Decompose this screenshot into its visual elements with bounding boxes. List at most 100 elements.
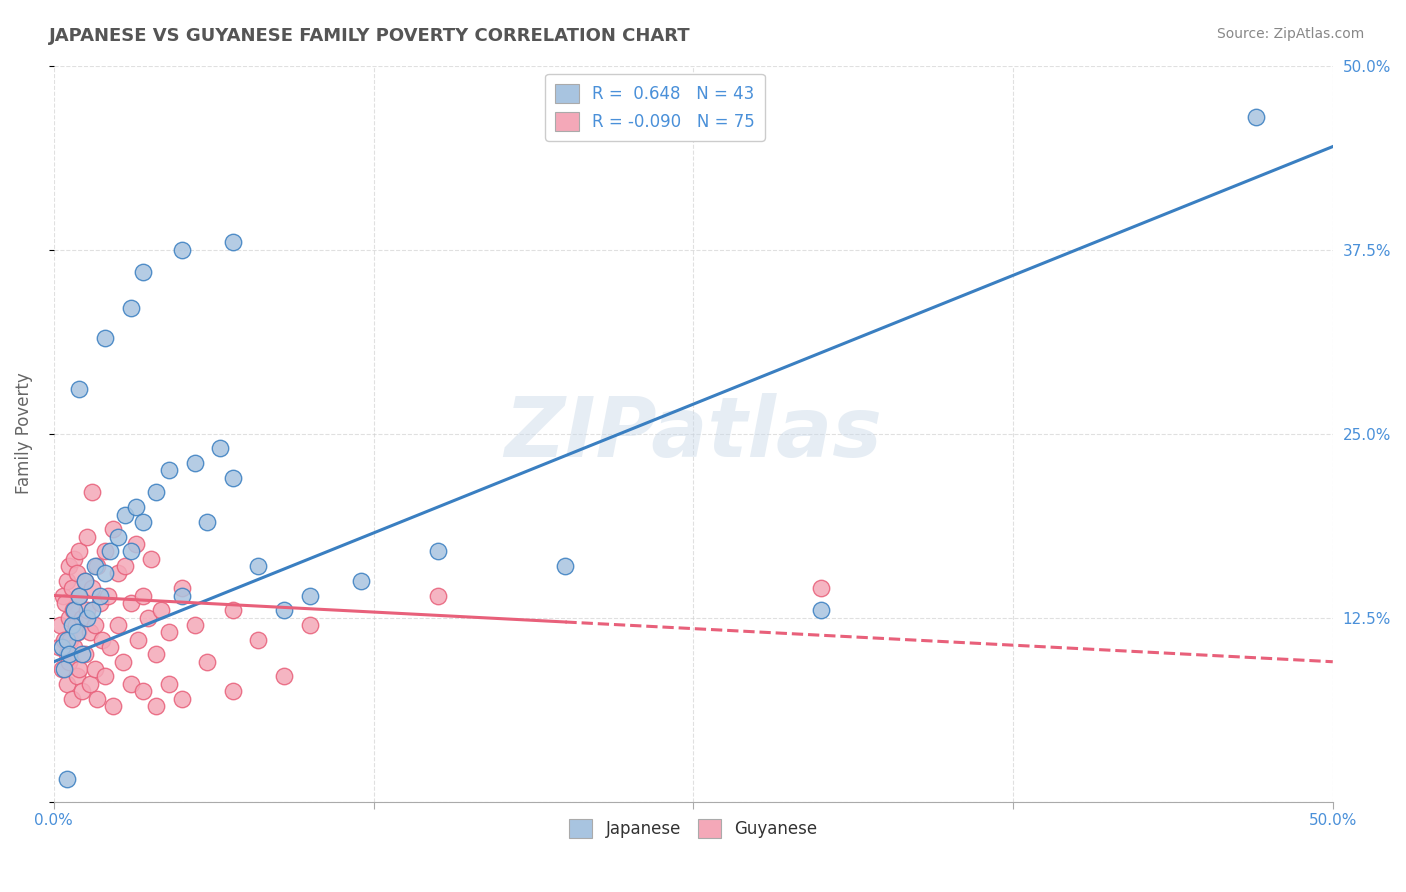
Point [554,559,576,574]
Point [247,632,270,647]
Text: ZIPatlas: ZIPatlas [505,393,882,474]
Point [70,648,93,662]
Point [94,566,117,581]
Point [70,684,93,698]
Point [62,603,84,617]
Point [157,463,180,477]
Point [145,698,167,713]
Point [63,603,86,617]
Point [157,625,180,640]
Point [120,544,142,558]
Point [111,655,134,669]
Point [67,544,90,558]
Point [76,610,98,624]
Point [101,698,124,713]
Point [209,442,232,456]
Point [139,551,162,566]
Point [53,632,76,647]
Point [145,485,167,500]
Point [55,574,77,588]
Point [273,603,295,617]
Point [810,581,832,595]
Point [83,662,105,676]
Point [53,662,76,676]
Point [132,589,155,603]
Point [82,485,104,500]
Point [53,596,76,610]
Point [157,677,180,691]
Point [86,691,108,706]
Point [125,537,148,551]
Point [58,648,80,662]
Point [70,610,93,624]
Point [49,618,72,632]
Point [67,589,90,603]
Point [138,610,160,624]
Legend: Japanese, Guyanese: Japanese, Guyanese [562,813,824,845]
Point [67,589,90,603]
Point [426,544,449,558]
Point [58,559,80,574]
Point [83,559,105,574]
Point [60,581,83,595]
Point [195,655,218,669]
Point [810,603,832,617]
Point [86,559,108,574]
Point [51,662,73,676]
Point [170,581,193,595]
Point [298,589,321,603]
Point [107,530,129,544]
Point [350,574,373,588]
Point [52,589,75,603]
Point [58,655,80,669]
Point [94,544,117,558]
Point [66,566,89,581]
Point [59,632,82,647]
Point [426,589,449,603]
Point [98,544,121,558]
Point [132,265,155,279]
Point [94,669,117,683]
Point [150,603,173,617]
Point [195,515,218,529]
Point [67,662,90,676]
Point [120,677,142,691]
Point [89,596,111,610]
Point [114,559,136,574]
Point [79,677,101,691]
Point [222,684,245,698]
Point [145,648,167,662]
Point [127,632,149,647]
Point [170,691,193,706]
Point [82,603,104,617]
Point [58,610,80,624]
Point [114,508,136,522]
Point [94,331,117,345]
Point [183,456,205,470]
Point [120,596,142,610]
Point [55,632,77,647]
Point [83,618,105,632]
Point [183,618,205,632]
Point [66,625,89,640]
Point [63,551,86,566]
Point [73,574,96,588]
Y-axis label: Family Poverty: Family Poverty [15,373,32,494]
Point [170,243,193,257]
Point [222,235,245,250]
Point [273,669,295,683]
Text: JAPANESE VS GUYANESE FAMILY POVERTY CORRELATION CHART: JAPANESE VS GUYANESE FAMILY POVERTY CORR… [49,27,690,45]
Point [107,566,129,581]
Point [247,559,270,574]
Point [60,618,83,632]
Point [132,684,155,698]
Point [132,515,155,529]
Point [170,589,193,603]
Point [55,677,77,691]
Point [48,640,70,654]
Point [222,603,245,617]
Point [89,589,111,603]
Point [67,625,90,640]
Point [1244,110,1267,124]
Point [73,648,96,662]
